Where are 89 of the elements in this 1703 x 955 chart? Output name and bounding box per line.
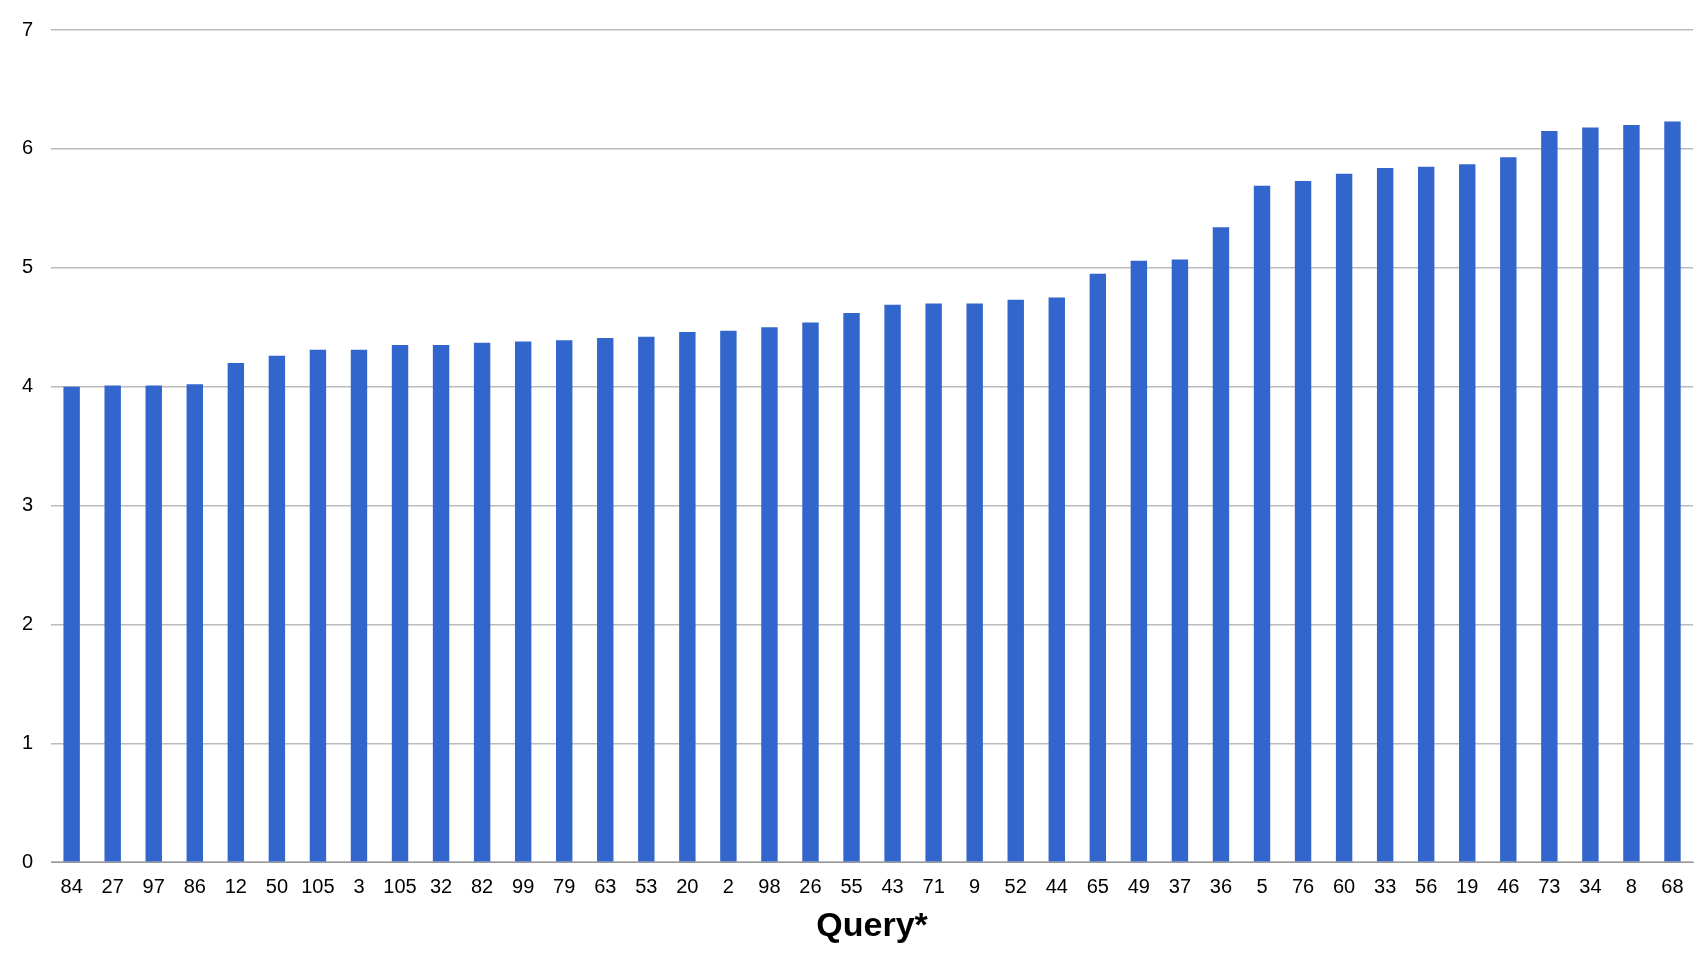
bar — [514, 341, 532, 862]
bar — [1541, 131, 1558, 862]
x-tick-label: 84 — [60, 874, 83, 897]
y-tick-label: 2 — [22, 611, 34, 634]
x-tick-label: 105 — [383, 874, 417, 897]
bar — [1294, 180, 1312, 862]
bar — [391, 345, 409, 862]
x-tick-label: 60 — [1332, 874, 1356, 897]
x-axis-title: Query* — [816, 904, 929, 943]
x-tick-label: 49 — [1127, 874, 1150, 897]
x-tick-label: 20 — [676, 874, 699, 897]
x-tick-label: 50 — [265, 874, 289, 897]
bar — [884, 304, 901, 862]
bar — [1335, 173, 1353, 862]
x-tick-label: 34 — [1579, 874, 1602, 897]
bar — [268, 355, 286, 862]
y-tick-label: 0 — [22, 849, 34, 872]
x-tick-label: 52 — [1004, 874, 1027, 897]
bar — [925, 303, 942, 862]
bar — [1376, 167, 1394, 862]
x-tick-label: 98 — [758, 874, 781, 897]
bar — [761, 327, 778, 862]
x-tick-label: 37 — [1168, 874, 1192, 897]
x-tick-label: 82 — [470, 874, 494, 897]
y-tick-label: 1 — [22, 730, 34, 753]
bar — [186, 384, 203, 862]
bar — [1212, 227, 1230, 862]
bar — [1417, 166, 1435, 862]
x-tick-label: 43 — [881, 874, 904, 897]
x-tick-label: 68 — [1661, 874, 1684, 897]
y-tick-label: 5 — [22, 255, 34, 278]
bar — [1048, 297, 1065, 862]
x-tick-label: 9 — [969, 874, 981, 897]
bar — [63, 386, 80, 862]
bar — [309, 349, 327, 862]
bar — [227, 362, 245, 862]
x-tick-label: 27 — [101, 874, 124, 897]
x-tick-label: 44 — [1045, 874, 1068, 897]
bar — [1089, 273, 1107, 862]
x-tick-label: 79 — [553, 874, 576, 897]
x-tick-label: 86 — [183, 874, 206, 897]
bar — [843, 312, 860, 862]
bar — [597, 337, 614, 862]
x-tick-label: 3 — [353, 874, 365, 897]
x-tick-label: 46 — [1497, 874, 1520, 897]
x-tick-label: 71 — [922, 874, 945, 897]
x-tick-label: 97 — [142, 874, 165, 897]
bar — [145, 385, 162, 862]
bar — [432, 345, 450, 862]
x-tick-label: 99 — [512, 874, 535, 897]
x-tick-label: 65 — [1086, 874, 1109, 897]
bar — [1500, 157, 1517, 862]
x-tick-label: 19 — [1456, 874, 1479, 897]
x-tick-label: 33 — [1374, 874, 1397, 897]
bar — [1459, 164, 1476, 862]
bar — [1253, 185, 1271, 862]
y-tick-label: 4 — [22, 374, 34, 397]
bar — [350, 349, 368, 862]
x-tick-label: 2 — [722, 874, 734, 897]
x-tick-label: 105 — [301, 874, 335, 897]
bar — [966, 303, 983, 862]
x-tick-label: 36 — [1209, 874, 1233, 897]
bar — [638, 336, 655, 862]
bar — [1007, 299, 1024, 862]
bar — [679, 331, 696, 862]
x-tick-label: 73 — [1538, 874, 1561, 897]
y-tick-label: 7 — [22, 17, 34, 40]
bar — [1623, 125, 1640, 862]
bar — [1582, 127, 1599, 862]
y-tick-label: 3 — [22, 493, 34, 516]
x-tick-label: 56 — [1415, 874, 1438, 897]
x-tick-label: 8 — [1625, 874, 1637, 897]
x-tick-label: 55 — [840, 874, 863, 897]
bar — [802, 322, 819, 862]
x-tick-label: 26 — [799, 874, 822, 897]
x-tick-label: 53 — [635, 874, 658, 897]
bar — [556, 340, 573, 862]
bar — [720, 330, 737, 862]
bar — [1171, 259, 1189, 862]
x-tick-label: 63 — [594, 874, 617, 897]
x-tick-label: 12 — [224, 874, 247, 897]
x-tick-label: 5 — [1256, 874, 1268, 897]
x-tick-label: 32 — [429, 874, 453, 897]
bar — [1664, 121, 1681, 862]
bar — [104, 385, 121, 862]
bar — [1130, 260, 1148, 862]
x-tick-label: 76 — [1291, 874, 1315, 897]
bar — [473, 342, 491, 862]
y-tick-label: 6 — [22, 136, 34, 159]
